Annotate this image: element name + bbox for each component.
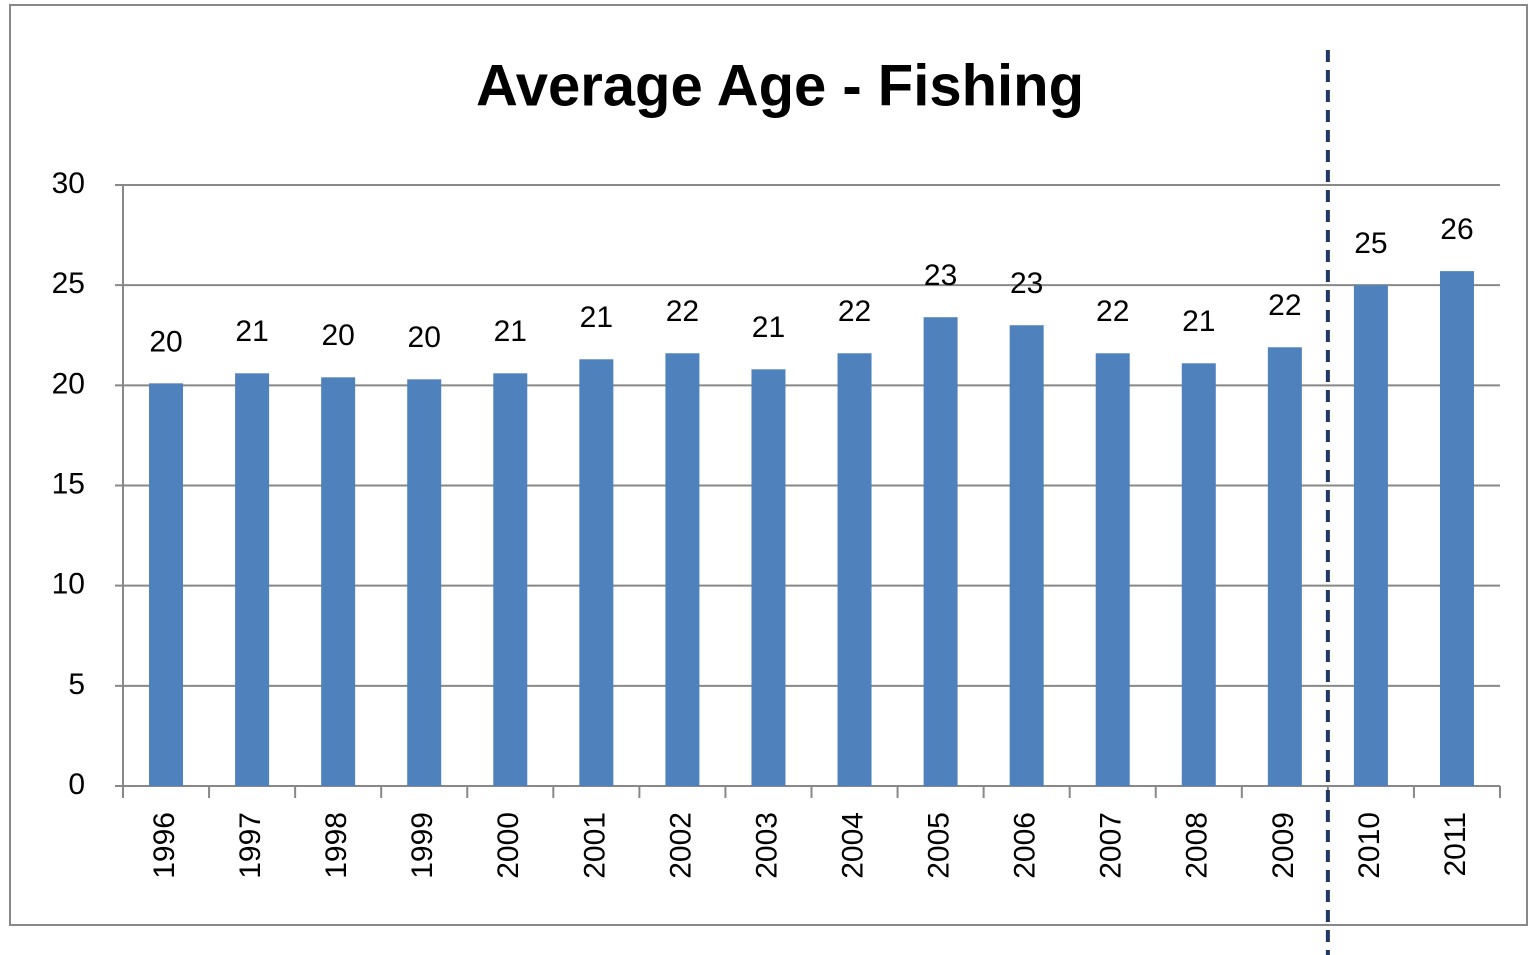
x-tick-label: 1999: [406, 812, 439, 879]
bar: [407, 379, 442, 786]
bar: [665, 353, 700, 786]
bar: [751, 369, 786, 786]
y-tick-label: 10: [52, 568, 85, 601]
data-label: 21: [580, 301, 613, 334]
data-label: 20: [408, 321, 441, 354]
data-label: 23: [1010, 267, 1043, 300]
bar: [1095, 353, 1130, 786]
y-tick-label: 0: [68, 768, 85, 801]
data-label: 22: [1096, 295, 1129, 328]
y-tick-label: 30: [52, 167, 85, 200]
data-label: 26: [1440, 213, 1473, 246]
bar: [579, 359, 614, 786]
y-tick-label: 15: [52, 467, 85, 500]
x-tick-label: 2005: [923, 812, 956, 879]
y-tick-label: 5: [68, 668, 85, 701]
data-label: 22: [666, 295, 699, 328]
x-tick-label: 2009: [1267, 812, 1300, 879]
data-label: 22: [1268, 289, 1301, 322]
x-tick-label: 2003: [750, 812, 783, 879]
x-tick-label: 2004: [836, 812, 869, 879]
data-label: 20: [149, 325, 182, 358]
bar: [1009, 325, 1044, 786]
x-tick-label: 2001: [578, 812, 611, 879]
x-tick-label: 2010: [1353, 812, 1386, 879]
x-tick-label: 2002: [664, 812, 697, 879]
data-label: 23: [924, 259, 957, 292]
x-tick-label: 2008: [1181, 812, 1214, 879]
bar: [1353, 285, 1388, 786]
bar: [1181, 363, 1216, 786]
bar: [837, 353, 872, 786]
bar: [1267, 347, 1302, 786]
bar: [321, 377, 356, 786]
bar: [235, 373, 270, 786]
bar: [1439, 271, 1474, 787]
x-tick-label: 2006: [1009, 812, 1042, 879]
bar: [149, 383, 184, 786]
x-tick-label: 2011: [1439, 812, 1472, 877]
y-tick-label: 20: [52, 367, 85, 400]
y-tick-label: 25: [52, 267, 85, 300]
data-label: 22: [838, 295, 871, 328]
data-label: 21: [235, 315, 268, 348]
bar: [493, 373, 528, 786]
x-tick-label: 1998: [320, 812, 353, 879]
bar: [923, 317, 958, 786]
data-label: 21: [1182, 305, 1215, 338]
chart-title: Average Age - Fishing: [476, 53, 1084, 118]
data-label: 21: [494, 315, 527, 348]
x-tick-label: 1996: [148, 812, 181, 879]
x-tick-label: 2007: [1095, 812, 1128, 879]
data-label: 25: [1354, 227, 1387, 260]
x-tick-label: 2000: [492, 812, 525, 879]
data-label: 20: [321, 319, 354, 352]
data-label: 21: [752, 311, 785, 344]
x-tick-label: 1997: [234, 812, 267, 879]
